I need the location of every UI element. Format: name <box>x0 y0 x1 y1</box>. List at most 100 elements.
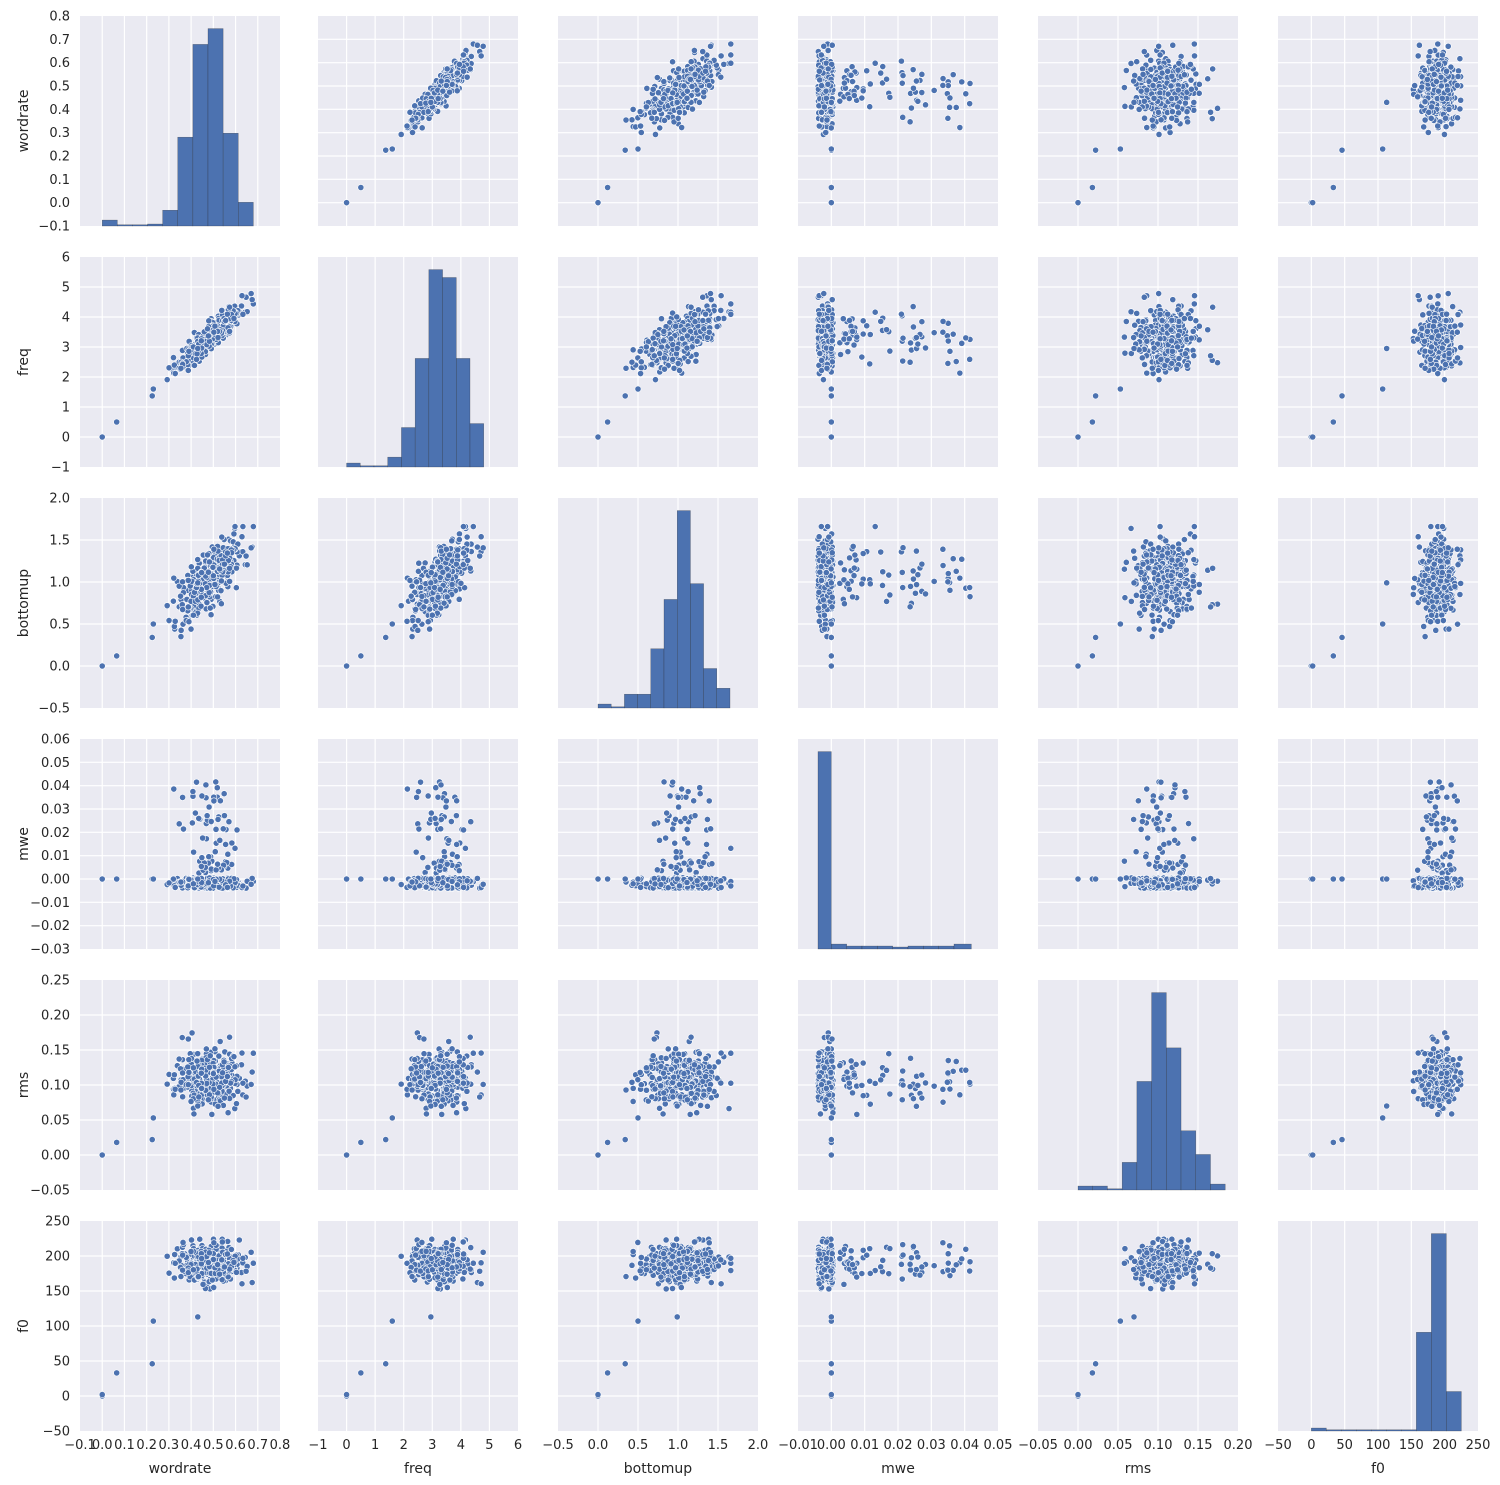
scatter-point <box>1383 345 1391 352</box>
scatter-point <box>693 337 701 345</box>
scatter-point <box>622 116 630 124</box>
scatter-point <box>1423 328 1431 335</box>
scatter-point <box>661 365 668 373</box>
scatter-point <box>1155 108 1162 116</box>
scatter-point <box>822 94 830 102</box>
scatter-point <box>1329 418 1337 426</box>
scatter-point <box>1190 99 1198 106</box>
scatter-point <box>594 199 602 207</box>
scatter-point <box>815 533 823 541</box>
y-tick-label: 2.0 <box>49 492 70 507</box>
scatter-point <box>406 108 414 116</box>
scatter-point <box>949 71 957 79</box>
scatter-point <box>705 328 713 336</box>
scatter-point <box>1131 321 1139 329</box>
scatter-point <box>899 334 907 342</box>
scatter-point <box>1174 343 1181 351</box>
scatter-point <box>448 581 456 588</box>
scatter-point <box>642 343 650 351</box>
scatter-point <box>909 66 917 74</box>
scatter-point <box>1411 327 1419 335</box>
scatter-point <box>822 87 830 95</box>
histogram-bar <box>147 223 163 227</box>
scatter-point <box>205 317 213 325</box>
scatter-point <box>1183 361 1191 369</box>
scatter-point <box>434 558 442 566</box>
scatter-point <box>1338 392 1346 400</box>
scatter-point <box>1137 87 1145 95</box>
scatter-point <box>687 65 695 73</box>
y-tick-label: 0.4 <box>49 103 70 118</box>
panel-wordrate-vs-bottomup <box>558 16 758 226</box>
scatter-point <box>818 356 825 364</box>
scatter-point <box>247 544 255 552</box>
scatter-point <box>717 52 725 60</box>
histogram-bar <box>703 668 717 709</box>
scatter-point <box>453 87 461 95</box>
scatter-point <box>949 330 957 338</box>
scatter-point <box>673 98 681 106</box>
scatter-point <box>918 70 926 78</box>
scatter-point <box>1166 129 1174 136</box>
scatter-point <box>689 105 696 113</box>
scatter-point <box>1456 55 1464 63</box>
scatter-point <box>828 337 836 345</box>
y-tick-label: 3 <box>62 341 70 356</box>
scatter-point <box>958 339 966 347</box>
scatter-point <box>148 392 156 400</box>
y-tick-label: 0.1 <box>49 173 70 188</box>
scatter-point <box>914 97 922 105</box>
scatter-point <box>1181 315 1188 322</box>
scatter-point <box>918 318 926 326</box>
scatter-point <box>1130 98 1138 106</box>
y-tick-label: 6 <box>62 251 70 266</box>
scatter-point <box>407 592 415 600</box>
y-axis-label: freq <box>16 348 32 376</box>
scatter-point <box>382 146 390 154</box>
scatter-point <box>460 51 467 59</box>
scatter-point <box>1457 344 1465 351</box>
scatter-point <box>1143 124 1151 131</box>
histogram-bar <box>663 599 678 709</box>
y-axis-label: bottomup <box>16 569 32 638</box>
scatter-point <box>1338 146 1346 154</box>
scatter-point <box>1158 317 1166 324</box>
scatter-point <box>414 617 422 624</box>
scatter-point <box>866 103 874 111</box>
scatter-point <box>866 580 874 588</box>
histogram-bar <box>132 224 148 227</box>
scatter-point <box>1411 82 1419 90</box>
scatter-point <box>944 114 952 122</box>
scatter-point <box>1149 122 1157 130</box>
scatter-point <box>403 122 411 130</box>
scatter-point <box>473 41 481 49</box>
scatter-point <box>214 334 222 341</box>
scatter-point <box>691 318 699 326</box>
scatter-point <box>455 595 463 603</box>
scatter-point <box>434 95 442 103</box>
scatter-point <box>636 108 644 116</box>
scatter-point <box>913 77 920 85</box>
scatter-point <box>209 563 217 571</box>
panel-freq-vs-bottomup <box>558 257 758 467</box>
scatter-point <box>456 60 463 68</box>
scatter-point <box>914 571 922 579</box>
scatter-point <box>1454 354 1461 362</box>
histogram-bar <box>469 423 484 468</box>
scatter-point <box>1208 115 1216 123</box>
scatter-point <box>194 556 202 563</box>
scatter-point <box>828 41 836 49</box>
scatter-point <box>1184 118 1192 126</box>
scatter-point <box>956 574 964 582</box>
scatter-point <box>1182 99 1189 107</box>
scatter-point <box>457 579 465 587</box>
scatter-point <box>885 571 893 579</box>
scatter-point <box>966 593 974 601</box>
scatter-point <box>824 80 832 88</box>
scatter-point <box>827 184 835 191</box>
histogram-bar <box>650 648 665 709</box>
scatter-point <box>1456 105 1464 113</box>
scatter-point <box>184 367 192 374</box>
scatter-point <box>705 316 712 324</box>
